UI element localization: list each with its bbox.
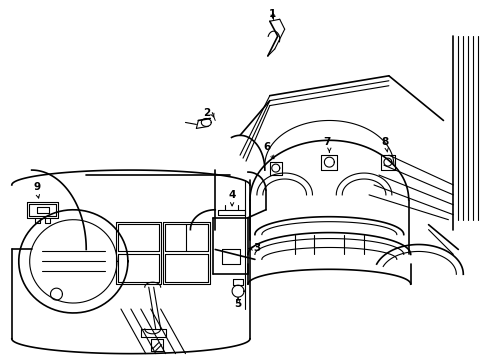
Text: 8: 8 xyxy=(381,137,388,147)
Text: 9: 9 xyxy=(33,182,40,192)
Text: 4: 4 xyxy=(228,190,235,200)
Text: 5: 5 xyxy=(234,299,241,309)
Text: 3: 3 xyxy=(252,243,260,253)
Text: 2: 2 xyxy=(203,108,210,117)
Text: 6: 6 xyxy=(263,142,270,152)
Text: 7: 7 xyxy=(323,137,330,147)
Text: 1: 1 xyxy=(268,9,276,19)
